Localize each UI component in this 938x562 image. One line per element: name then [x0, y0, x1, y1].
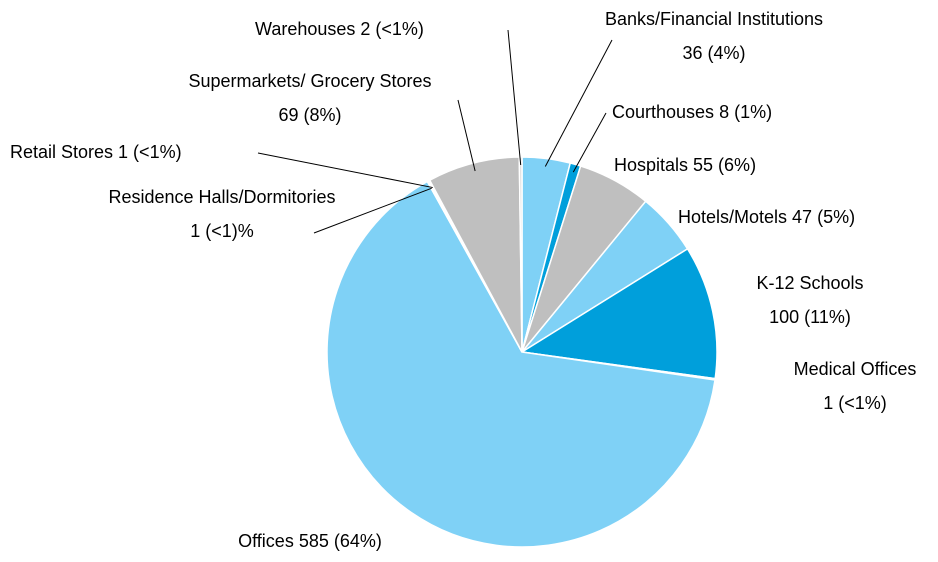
category-name: Medical Offices	[794, 359, 917, 379]
slice-label: Supermarkets/ Grocery Stores 69 (8%)	[188, 71, 431, 125]
category-name: Offices	[238, 531, 294, 551]
value-label: 1 (<1%)	[118, 142, 182, 162]
leader-line	[457, 99, 476, 172]
category-name: Retail Stores	[10, 142, 113, 162]
slice-label: Retail Stores 1 (<1%)	[10, 142, 182, 162]
value-label: 585 (64%)	[299, 531, 382, 551]
value-label: 55 (6%)	[693, 155, 756, 175]
value-label: 47 (5%)	[792, 207, 855, 227]
pie-slice	[518, 156, 523, 353]
value-label: 1 (<1)%	[190, 221, 254, 241]
slice-label: Medical Offices 1 (<1%)	[794, 359, 917, 413]
pie-slice	[519, 247, 718, 380]
category-name: Supermarkets/ Grocery Stores	[188, 71, 431, 91]
category-name: Warehouses	[255, 19, 355, 39]
value-label: 69 (8%)	[278, 105, 341, 125]
slice-label: Hospitals 55 (6%)	[614, 155, 756, 175]
pie-slice	[326, 180, 716, 548]
leader-line	[572, 112, 607, 173]
slice-label: Banks/Financial Institutions 36 (4%)	[605, 9, 823, 63]
slice-label: Offices 585 (64%)	[238, 531, 382, 551]
value-label: 2 (<1%)	[360, 19, 424, 39]
value-label: 8 (1%)	[719, 102, 772, 122]
category-name: Banks/Financial Institutions	[605, 9, 823, 29]
leader-line	[544, 39, 613, 167]
category-name: Hotels/Motels	[678, 207, 787, 227]
slice-label: K-12 Schools 100 (11%)	[756, 273, 863, 327]
slice-label: Hotels/Motels 47 (5%)	[678, 207, 855, 227]
leader-line	[507, 29, 522, 166]
slice-label: Courthouses 8 (1%)	[612, 102, 772, 122]
leader-line	[257, 152, 434, 189]
slice-label: Residence Halls/Dormitories 1 (<1)%	[108, 187, 335, 241]
category-name: Hospitals	[614, 155, 688, 175]
value-label: 36 (4%)	[682, 43, 745, 63]
leader-line	[313, 187, 432, 234]
slice-label: Warehouses 2 (<1%)	[255, 19, 424, 39]
category-name: Residence Halls/Dormitories	[108, 187, 335, 207]
value-label: 100 (11%)	[769, 307, 851, 327]
value-label: 1 (<1%)	[823, 393, 887, 413]
category-name: K-12 Schools	[756, 273, 863, 293]
category-name: Courthouses	[612, 102, 714, 122]
